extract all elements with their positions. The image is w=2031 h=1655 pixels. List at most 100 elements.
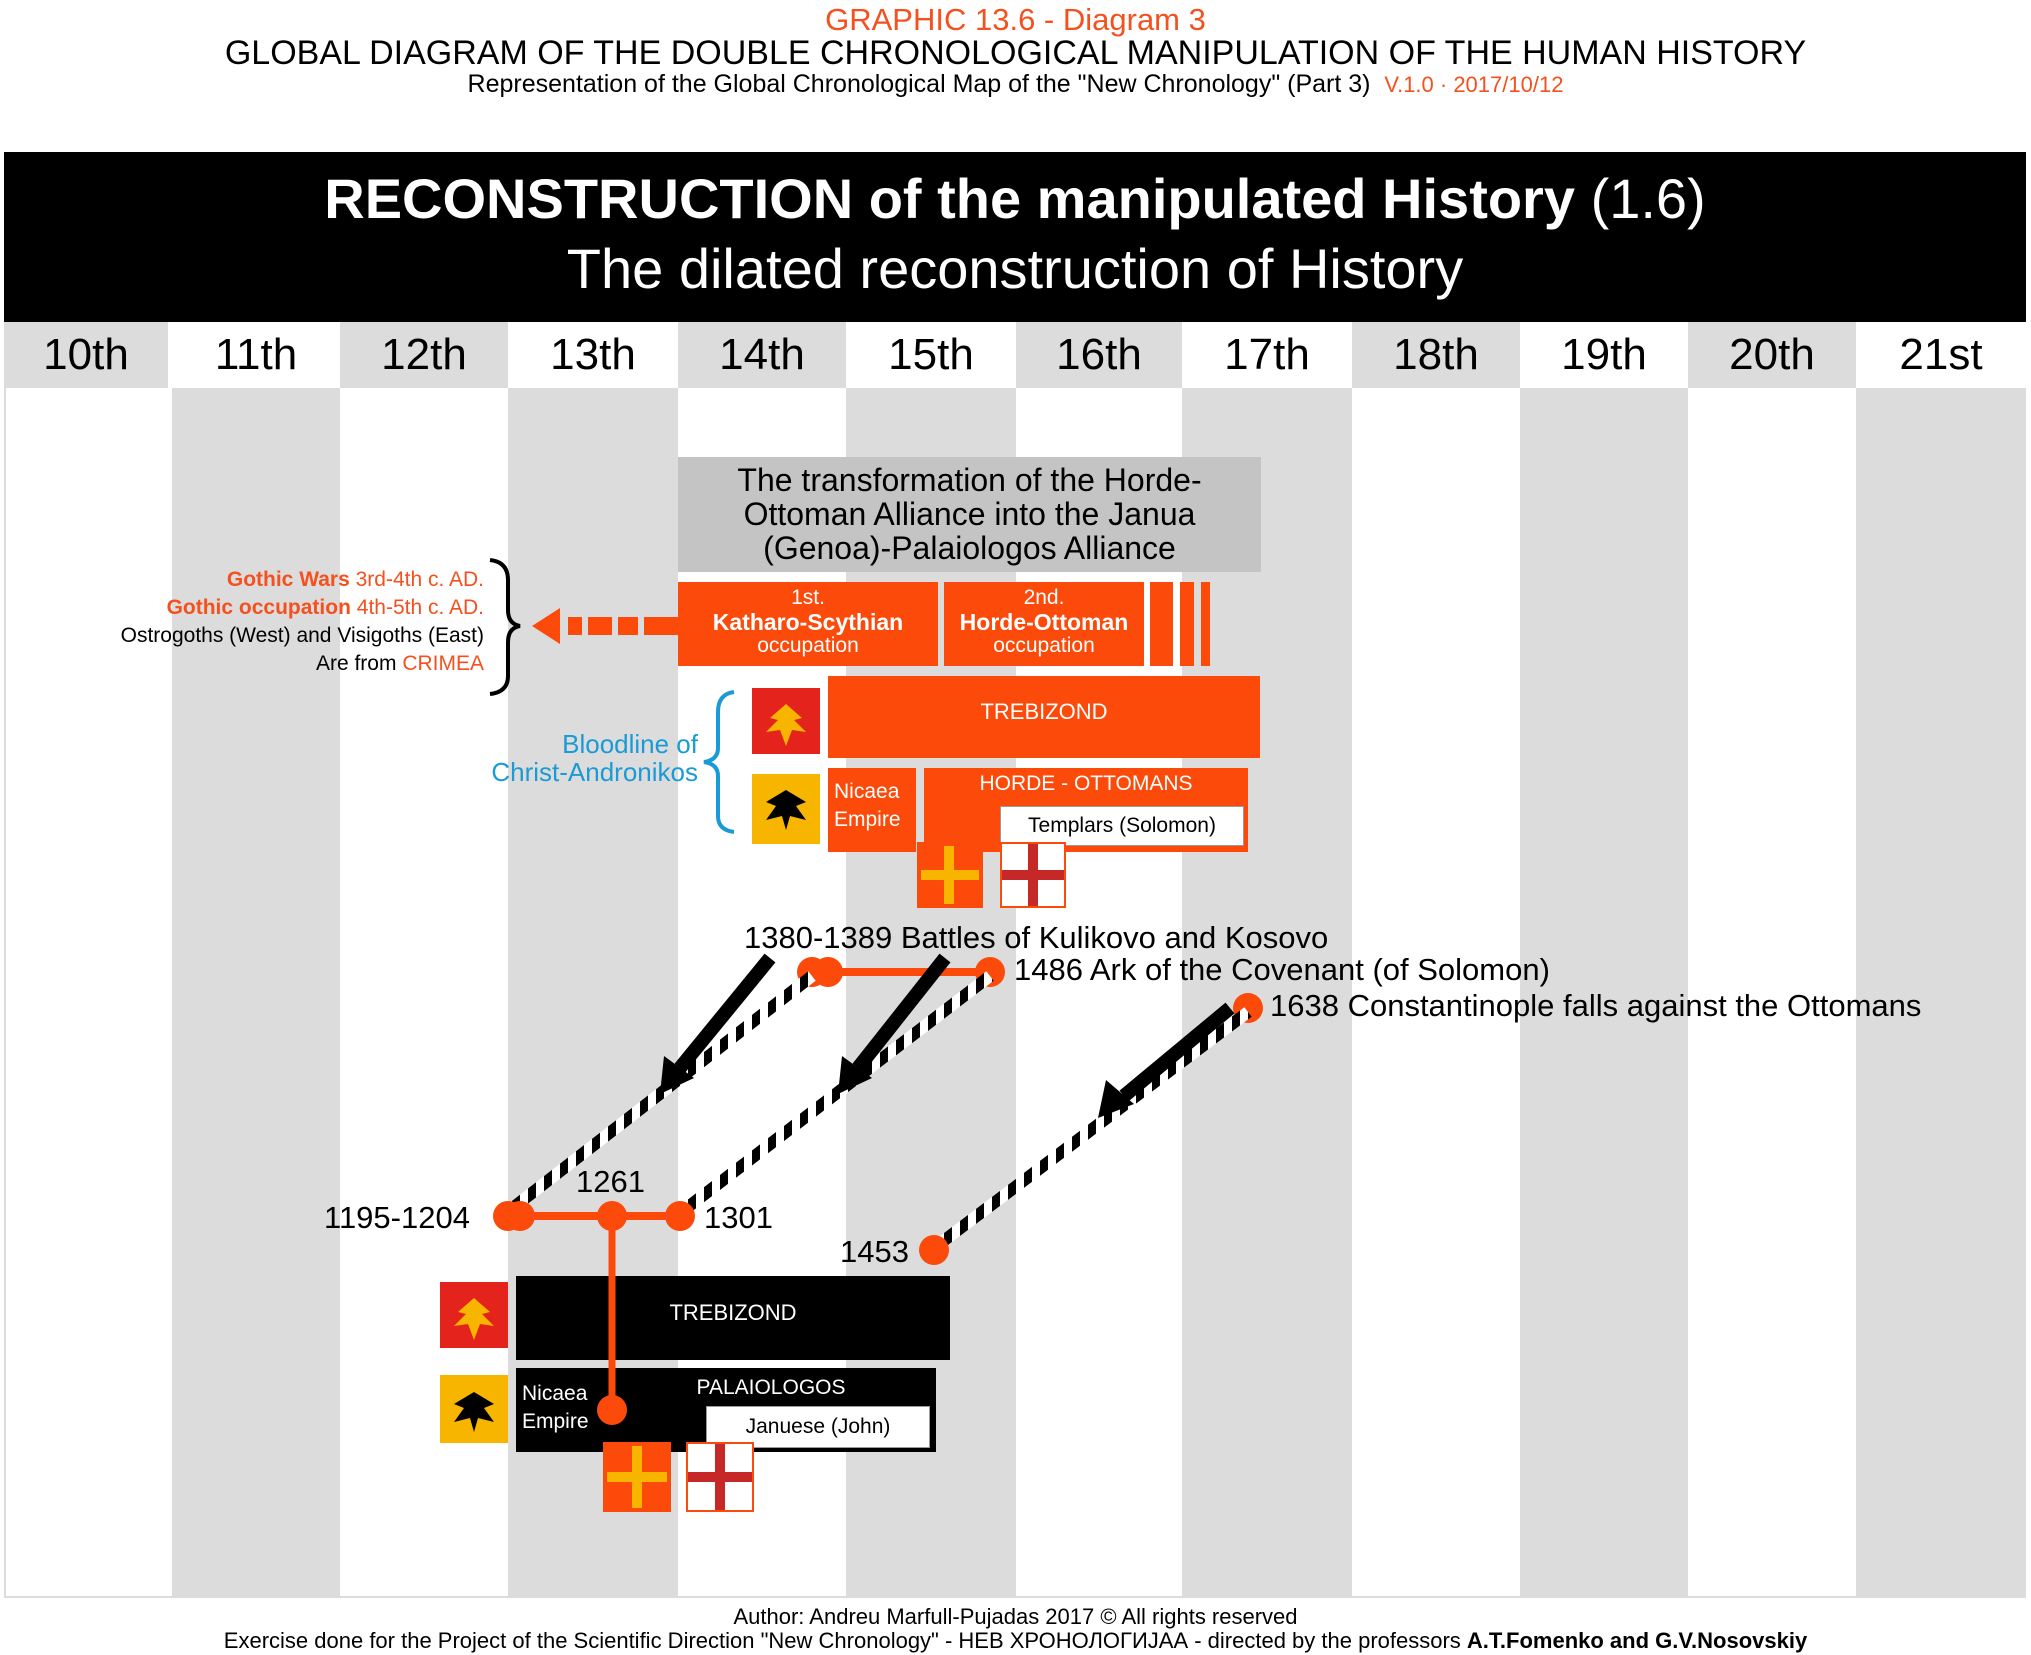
byzantine-cross-icon — [921, 846, 979, 904]
nicaea-upper-line2: Empire — [834, 808, 901, 831]
footer-exercise: Exercise done for the Project of the Sci… — [0, 1628, 2031, 1654]
trebizond-lower: TREBIZOND — [516, 1276, 950, 1360]
byzantine-cross-icon-lower — [607, 1446, 667, 1508]
gothic-wars: Gothic Wars 3rd-4th c. AD. — [40, 566, 484, 594]
gothic-wars-bold: Gothic Wars — [226, 568, 350, 591]
januese-box: Januese (John) — [706, 1406, 930, 1448]
occupation-stripe — [1150, 582, 1173, 666]
occupation-stripe — [1201, 582, 1210, 666]
gothic-line3: Ostrogoths (West) and Visigoths (East) — [120, 624, 484, 647]
century-column — [172, 388, 340, 1598]
dash-segment — [644, 617, 678, 635]
century-label: 21st — [1899, 330, 1983, 379]
arrow-shaft — [852, 953, 951, 1073]
nicaea-lower-line2: Empire — [522, 1410, 589, 1433]
connector-1486-1301 — [680, 971, 994, 1215]
nicaea-lower-line1: Nicaea — [522, 1382, 588, 1405]
banner-number: (1.6) — [1590, 167, 1706, 230]
dash-segment — [588, 617, 612, 635]
arrow-shaft — [674, 953, 776, 1073]
banner: RECONSTRUCTION of the manipulated Histor… — [4, 152, 2026, 322]
chart-border-bottom — [4, 1596, 2026, 1598]
footer-author: Author: Andreu Marfull-Pujadas 2017 © Al… — [733, 1604, 1298, 1629]
banner-subtitle: The dilated reconstruction of History — [566, 237, 1464, 300]
banner-title: RECONSTRUCTION of the manipulated Histor… — [4, 166, 2026, 231]
gothic-wars-rest: 3rd-4th c. AD. — [355, 568, 484, 591]
gothic-occ-bold: Gothic occupation — [166, 596, 351, 619]
footer-professors: A.T.Fomenko and G.V.Nosovskiy — [1466, 1628, 1808, 1653]
occupation-1-num: 1st. — [791, 586, 825, 609]
double-eagle-icon — [766, 790, 806, 830]
gothic-line4: Are from CRIMEA — [40, 650, 484, 678]
arrow-head-icon — [660, 1056, 694, 1094]
subtitle: Representation of the Global Chronologic… — [0, 70, 2031, 99]
dot-1453 — [919, 1235, 949, 1265]
version: V.1.0 · 2017/10/12 — [1384, 72, 1564, 97]
banner-title-text: RECONSTRUCTION of the manipulated Histor… — [324, 167, 1575, 230]
arrow-head-icon — [838, 1056, 872, 1094]
albanian-eagle-icon — [766, 704, 806, 746]
century-label: 18th — [1352, 322, 1520, 388]
event-kulikovo: 1380-1389 Battles of Kulikovo and Kosovo — [744, 920, 1329, 955]
double-eagle-icon-lower — [454, 1392, 494, 1432]
occupation-2-box: 2nd. Horde-Ottoman occupation — [944, 582, 1144, 666]
dot-1389 — [813, 957, 843, 987]
templars-box: Templars (Solomon) — [1000, 806, 1244, 846]
genoese-cross-icon-lower — [688, 1444, 752, 1510]
left-arrow-icon — [532, 608, 560, 644]
trebizond-upper: TREBIZOND — [828, 676, 1260, 758]
occupation-2-word: occupation — [993, 634, 1095, 657]
year-1195: 1195-1204 — [324, 1200, 470, 1235]
gothic-occ-rest: 4th-5th c. AD. — [356, 596, 484, 619]
century-label: 16th — [1016, 322, 1182, 388]
century-label: 20th — [1688, 322, 1856, 388]
connector-1638-1453 — [930, 1007, 1252, 1253]
nicaea-upper: Nicaea Empire — [828, 768, 916, 852]
arrow-shaft — [1119, 1002, 1235, 1102]
occupation-stripe — [1180, 582, 1194, 666]
century-label: 12th — [340, 322, 508, 388]
century-column — [1182, 388, 1352, 1598]
occupation-1-name: Katharo-Scythian — [712, 609, 904, 635]
century-column — [1520, 388, 1688, 1598]
year-1301: 1301 — [704, 1200, 773, 1235]
occupation-2-name: Horde-Ottoman — [959, 609, 1129, 635]
albanian-eagle-icon-lower — [454, 1298, 494, 1340]
gothic-bracket — [489, 558, 521, 696]
main-title: GLOBAL DIAGRAM OF THE DOUBLE CHRONOLOGIC… — [224, 34, 1807, 72]
occupation-2-num: 2nd. — [1023, 586, 1065, 609]
dot-nicaea — [597, 1395, 627, 1425]
gothic-line4-em: CRIMEA — [402, 652, 484, 675]
gothic-notes: Gothic Wars 3rd-4th c. AD. Gothic occupa… — [40, 566, 484, 678]
dash-segment — [618, 617, 638, 635]
century-label: 13th — [550, 330, 636, 379]
year-1261: 1261 — [576, 1164, 645, 1199]
gothic-line4-pre: Are from — [315, 652, 397, 675]
century-column — [1856, 388, 2026, 1598]
event-constantinople: 1638 Constantinople falls against the Ot… — [1270, 988, 1922, 1023]
event-ark: 1486 Ark of the Covenant (of Solomon) — [1014, 952, 1550, 987]
century-label: 11th — [214, 330, 298, 379]
dash-segment — [568, 617, 582, 635]
bloodline-line1: Bloodline of — [562, 729, 698, 759]
footer-exercise-text: Exercise done for the Project of the Sci… — [223, 1628, 1461, 1653]
arrow-head-icon — [1098, 1080, 1134, 1118]
year-1453: 1453 — [840, 1234, 909, 1269]
dot-1261 — [597, 1201, 627, 1231]
graphic-label: GRAPHIC 13.6 - Diagram 3 — [825, 2, 1206, 37]
century-label: 15th — [888, 330, 974, 379]
century-label: 19th — [1561, 330, 1647, 379]
dot-1301 — [665, 1201, 695, 1231]
occupation-1-box: 1st. Katharo-Scythian occupation — [678, 582, 938, 666]
century-label: 17th — [1224, 330, 1310, 379]
century-label: 10th — [4, 322, 168, 388]
genoese-cross-icon — [1002, 844, 1064, 906]
century-label: 14th — [678, 322, 846, 388]
nicaea-upper-line1: Nicaea — [834, 780, 900, 803]
subtitle-text: Representation of the Global Chronologic… — [467, 70, 1371, 98]
chart-border-left — [4, 388, 6, 1598]
dot-1204 — [505, 1201, 535, 1231]
nicaea-lower: Nicaea Empire — [516, 1368, 606, 1452]
bloodline-bracket — [703, 690, 735, 834]
